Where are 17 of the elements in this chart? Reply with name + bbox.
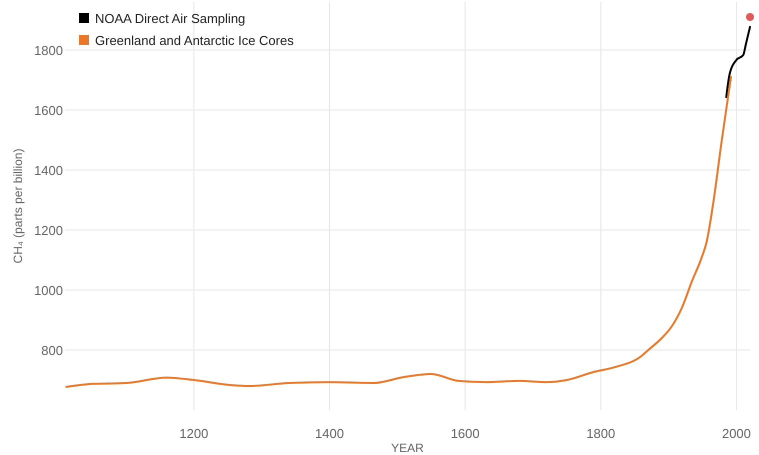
- legend-label: NOAA Direct Air Sampling: [95, 11, 246, 26]
- y-tick-label: 1800: [34, 43, 63, 58]
- y-tick-label: 1600: [34, 103, 63, 118]
- x-axis-title: YEAR: [391, 441, 424, 455]
- line-series: [725, 26, 751, 98]
- x-tick-label: 2000: [722, 426, 751, 441]
- x-tick-label: 1800: [586, 426, 616, 441]
- y-axis-title: CH₄ (parts per billion): [11, 148, 25, 264]
- y-tick-label: 800: [41, 343, 63, 358]
- legend-label: Greenland and Antarctic Ice Cores: [95, 33, 294, 48]
- x-tick-label: 1600: [450, 426, 480, 441]
- y-tick-label: 1000: [34, 283, 63, 298]
- x-tick-label: 1400: [315, 426, 344, 441]
- line-series: [65, 76, 732, 388]
- x-tick-label: 1200: [179, 426, 208, 441]
- y-tick-label: 1400: [34, 163, 63, 178]
- y-tick-label: 1200: [34, 223, 63, 238]
